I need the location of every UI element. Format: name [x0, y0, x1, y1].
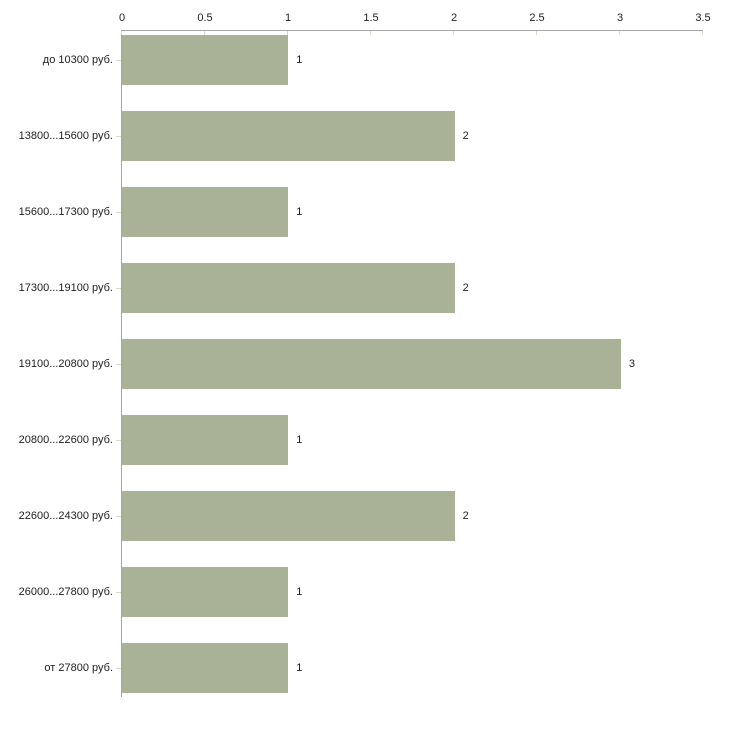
chart-row: 13800...15600 руб. 2 [19, 111, 703, 161]
bar [122, 415, 289, 465]
category-label: 17300...19100 руб. [18, 282, 113, 294]
bar [122, 567, 289, 617]
category-label: от 27800 руб. [44, 662, 113, 674]
category-label: 15600...17300 руб. [18, 206, 113, 218]
x-axis-tick [203, 31, 205, 35]
chart-row: от 27800 руб. 1 [44, 643, 703, 693]
bar-value-label: 2 [462, 130, 469, 142]
bar [122, 491, 455, 541]
category-label: 20800...22600 руб. [18, 434, 113, 446]
y-axis-tick [116, 516, 121, 517]
chart-row: 19100...20800 руб. 3 [19, 339, 703, 389]
x-axis-tick [619, 31, 620, 35]
x-axis-tick-label: 2.5 [529, 12, 545, 24]
category-label: 13800...15600 руб. [18, 130, 113, 142]
x-axis-tick-label: 3 [616, 12, 624, 24]
bar-value-label: 2 [462, 510, 469, 522]
y-axis-tick [116, 592, 121, 593]
x-axis-tick [286, 31, 288, 35]
bar-value-label: 2 [462, 282, 469, 294]
plot-area: 0 0.5 1 1.5 2 2.5 3 3.5 до 10300 руб. 1 13800...15… [19, 12, 711, 697]
bar-value-label: 1 [296, 434, 303, 446]
x-axis-tick-label: 1.5 [363, 12, 379, 24]
y-axis-tick [116, 136, 121, 137]
bar [122, 263, 455, 313]
x-axis-tick [702, 31, 703, 35]
y-axis-tick [116, 60, 121, 61]
bar-value-label: 1 [296, 586, 303, 598]
x-axis-tick [536, 31, 537, 35]
category-label: 19100...20800 руб. [18, 358, 113, 370]
bar [122, 111, 455, 161]
x-axis-tick-label: 1 [284, 12, 292, 24]
y-axis-tick [116, 364, 121, 365]
x-axis-tick [121, 31, 122, 35]
chart-row: 15600...17300 руб. 1 [19, 187, 703, 237]
chart-row: 17300...19100 руб. 2 [19, 263, 703, 313]
chart-row: до 10300 руб. 1 [43, 35, 703, 85]
bar-value-label: 1 [296, 662, 303, 674]
bar [122, 187, 289, 237]
category-label: 22600...24300 руб. [18, 510, 113, 522]
bar-value-label: 1 [296, 54, 303, 66]
x-axis-tick [452, 31, 454, 35]
bar [122, 339, 621, 389]
y-axis-tick [116, 668, 121, 669]
bar-value-label: 1 [296, 206, 303, 218]
x-axis-tick-label: 2 [450, 12, 458, 24]
y-axis-tick [116, 440, 121, 441]
y-axis-tick [116, 212, 121, 213]
category-label: 26000...27800 руб. [18, 586, 113, 598]
bar-value-label: 3 [628, 358, 635, 370]
chart-row: 26000...27800 руб. 1 [19, 567, 703, 617]
bar [122, 643, 289, 693]
chart-row: 22600...24300 руб. 2 [19, 491, 703, 541]
bar [122, 35, 289, 85]
x-axis-tick [370, 31, 371, 35]
x-axis-tick-label: 0.5 [197, 12, 213, 24]
x-axis-tick-label: 0 [118, 12, 126, 24]
x-axis-tick-label: 3.5 [695, 12, 711, 24]
category-label: до 10300 руб. [42, 54, 113, 66]
chart-row: 20800...22600 руб. 1 [19, 415, 703, 465]
y-axis-tick [116, 288, 121, 289]
